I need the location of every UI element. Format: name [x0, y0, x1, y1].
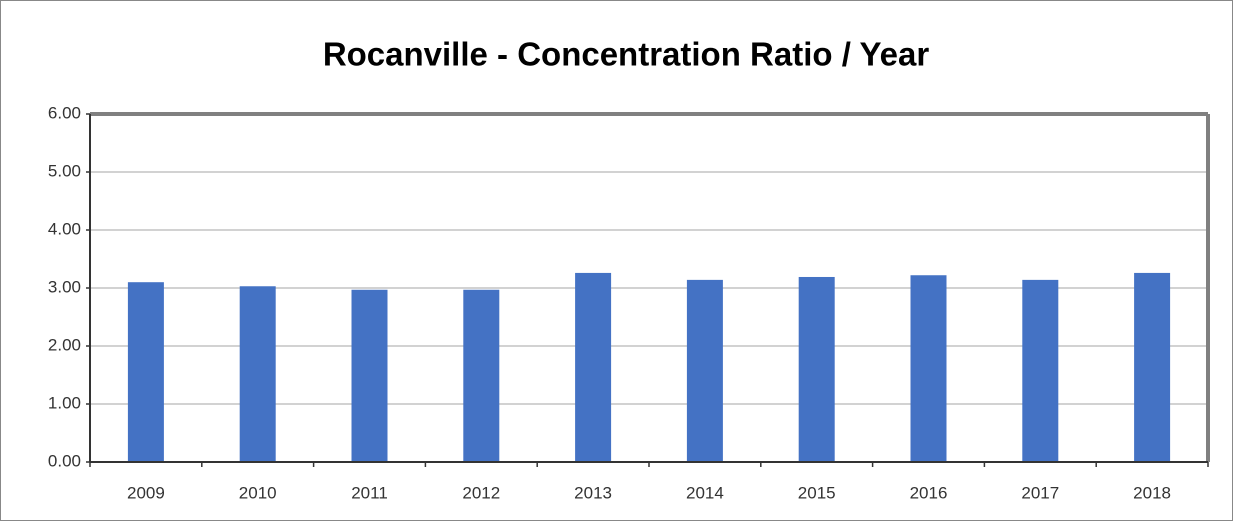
x-tick-label: 2012 [462, 483, 500, 502]
bar [575, 272, 612, 462]
chart-title: Rocanville - Concentration Ratio / Year [323, 36, 930, 73]
y-tick-label: 6.00 [48, 103, 81, 122]
x-tick-label: 2011 [351, 483, 388, 502]
bar [1022, 279, 1059, 462]
bar [351, 289, 388, 462]
x-tick-label: 2010 [239, 483, 277, 502]
bar [798, 276, 835, 462]
bar [127, 282, 164, 462]
y-tick-label: 2.00 [48, 335, 81, 354]
bar [910, 275, 947, 462]
bar [463, 289, 500, 462]
x-tick-label: 2018 [1133, 483, 1171, 502]
x-tick-label: 2017 [1021, 483, 1059, 502]
x-tick-label: 2013 [574, 483, 612, 502]
bar [1134, 272, 1171, 462]
x-tick-label: 2014 [686, 483, 724, 502]
bar [239, 286, 276, 462]
y-tick-label: 3.00 [48, 277, 81, 296]
y-tick-label: 4.00 [48, 219, 81, 238]
x-tick-label: 2016 [910, 483, 948, 502]
y-tick-label: 5.00 [48, 161, 81, 180]
x-tick-label: 2009 [127, 483, 165, 502]
y-tick-label: 0.00 [48, 451, 81, 470]
x-tick-label: 2015 [798, 483, 836, 502]
bar [686, 279, 723, 462]
y-tick-label: 1.00 [48, 393, 81, 412]
